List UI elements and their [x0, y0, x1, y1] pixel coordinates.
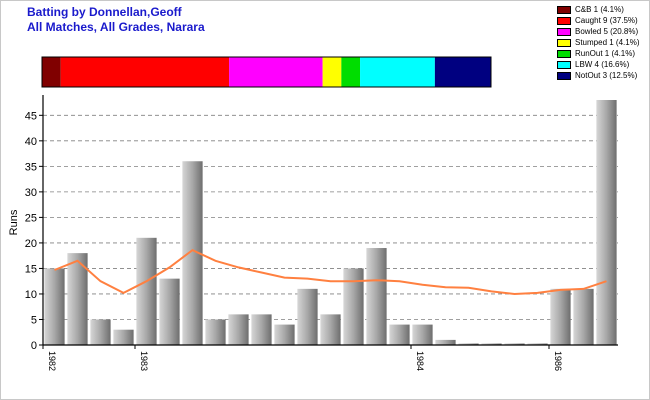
bar — [228, 314, 249, 345]
bar — [527, 343, 548, 345]
dismissal-segment — [60, 57, 230, 87]
dismissal-segment — [229, 57, 323, 87]
bar — [67, 253, 88, 345]
average-line — [54, 248, 607, 296]
bar — [435, 339, 456, 345]
bar — [274, 324, 295, 345]
axes — [42, 95, 618, 346]
legend-swatch — [557, 50, 571, 58]
x-tick-label: 1982 — [47, 351, 57, 371]
legend-label: Bowled 5 (20.8%) — [575, 27, 639, 36]
legend-swatch — [557, 6, 571, 14]
x-tick-label: 1983 — [139, 351, 149, 371]
dismissal-bar-border — [41, 56, 492, 88]
dismissal-stacked-bar — [41, 56, 492, 88]
bar — [366, 248, 387, 345]
legend-label: Caught 9 (37.5%) — [575, 16, 638, 25]
bar — [182, 161, 203, 345]
bar — [44, 268, 65, 345]
bar — [251, 314, 272, 345]
dismissal-segment — [42, 57, 61, 87]
legend-swatch — [557, 61, 571, 69]
bar-series — [44, 100, 617, 345]
y-tick-label: 45 — [25, 110, 37, 122]
legend-label: C&B 1 (4.1%) — [575, 5, 624, 14]
bar — [458, 343, 479, 345]
bar — [412, 324, 433, 345]
bar — [159, 278, 180, 345]
bar — [205, 319, 226, 345]
bar — [504, 343, 525, 345]
legend-swatch — [557, 72, 571, 80]
bar — [90, 319, 111, 345]
bar — [136, 237, 157, 345]
y-tick-label: 15 — [25, 263, 37, 275]
tick-labels: 0 5 10 15 20 25 30 35 40 45 Runs 1982 1983 1984 1986 — [8, 110, 563, 371]
y-tick-label: 0 — [31, 340, 37, 352]
average-line-series — [54, 248, 607, 296]
bar — [550, 288, 571, 345]
dismissal-segment — [322, 57, 342, 87]
legend-swatch — [557, 17, 571, 25]
bar — [481, 343, 502, 345]
legend-label: NotOut 3 (12.5%) — [575, 71, 638, 80]
bar — [297, 288, 318, 345]
legend-swatch — [557, 39, 571, 47]
bar — [573, 288, 594, 345]
dismissal-segment — [434, 57, 491, 87]
legend-label: RunOut 1 (4.1%) — [575, 49, 636, 58]
bar — [113, 329, 134, 345]
y-tick-label: 5 — [31, 314, 37, 326]
bar — [389, 324, 410, 345]
bar — [596, 100, 617, 345]
dismissal-segment — [360, 57, 435, 87]
x-tick-label: 1984 — [415, 351, 425, 371]
legend-label: LBW 4 (16.6%) — [575, 60, 630, 69]
y-tick-label: 10 — [25, 289, 37, 301]
y-tick-label: 20 — [25, 238, 37, 250]
x-tick-label: 1986 — [553, 351, 563, 371]
chart-subtitle: All Matches, All Grades, Narara — [27, 20, 205, 34]
y-tick-label: 25 — [25, 212, 37, 224]
bar — [320, 314, 341, 345]
bar — [343, 268, 364, 345]
y-tick-label: 30 — [25, 187, 37, 199]
dismissal-segment — [341, 57, 361, 87]
legend-label: Stumped 1 (4.1%) — [575, 38, 640, 47]
legend-swatch — [557, 28, 571, 36]
y-tick-label: 35 — [25, 161, 37, 173]
y-axis-label: Runs — [8, 209, 20, 235]
y-tick-label: 40 — [25, 136, 37, 148]
chart-title: Batting by Donnellan,Geoff — [27, 5, 182, 19]
